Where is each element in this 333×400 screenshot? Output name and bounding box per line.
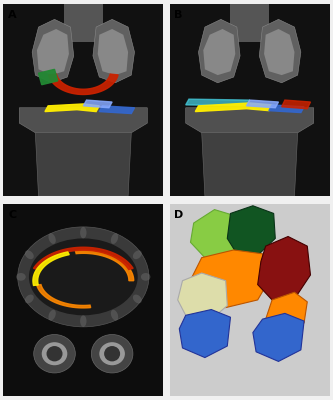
- Polygon shape: [178, 273, 227, 319]
- Polygon shape: [99, 106, 135, 114]
- Polygon shape: [93, 19, 135, 83]
- Polygon shape: [192, 250, 269, 308]
- Polygon shape: [45, 104, 99, 112]
- Ellipse shape: [49, 310, 56, 320]
- Ellipse shape: [16, 273, 26, 281]
- Ellipse shape: [25, 294, 34, 303]
- Polygon shape: [37, 284, 91, 308]
- Polygon shape: [269, 105, 304, 112]
- Polygon shape: [64, 4, 103, 42]
- Polygon shape: [282, 100, 310, 109]
- Ellipse shape: [99, 342, 125, 365]
- Polygon shape: [34, 247, 133, 270]
- Polygon shape: [253, 313, 304, 362]
- Ellipse shape: [133, 250, 142, 259]
- Polygon shape: [186, 99, 250, 106]
- Polygon shape: [246, 100, 278, 108]
- Polygon shape: [195, 103, 272, 112]
- Polygon shape: [203, 29, 235, 75]
- Text: B: B: [174, 10, 183, 20]
- Polygon shape: [49, 74, 118, 94]
- Ellipse shape: [111, 310, 118, 320]
- Polygon shape: [76, 250, 134, 281]
- Polygon shape: [259, 19, 301, 83]
- Polygon shape: [179, 310, 230, 358]
- Ellipse shape: [133, 294, 142, 303]
- Ellipse shape: [141, 273, 151, 281]
- Ellipse shape: [49, 233, 56, 244]
- Polygon shape: [19, 108, 147, 133]
- Polygon shape: [32, 19, 74, 83]
- Polygon shape: [264, 29, 294, 75]
- Polygon shape: [186, 108, 314, 133]
- Polygon shape: [39, 69, 58, 85]
- Polygon shape: [227, 206, 275, 254]
- Text: D: D: [174, 210, 184, 220]
- Ellipse shape: [111, 233, 118, 244]
- Polygon shape: [230, 4, 269, 42]
- Polygon shape: [83, 100, 112, 108]
- Polygon shape: [266, 292, 307, 331]
- Ellipse shape: [80, 227, 87, 238]
- Ellipse shape: [80, 315, 87, 327]
- Ellipse shape: [25, 250, 34, 259]
- Text: C: C: [8, 210, 16, 220]
- Polygon shape: [35, 133, 131, 196]
- Polygon shape: [98, 29, 128, 75]
- Ellipse shape: [18, 227, 149, 327]
- Polygon shape: [37, 29, 69, 75]
- Ellipse shape: [47, 346, 63, 362]
- Polygon shape: [202, 133, 298, 196]
- Polygon shape: [198, 19, 240, 83]
- Text: A: A: [8, 10, 17, 20]
- Ellipse shape: [91, 334, 133, 373]
- Polygon shape: [33, 252, 69, 286]
- Ellipse shape: [42, 342, 67, 365]
- Ellipse shape: [34, 334, 75, 373]
- Polygon shape: [258, 236, 310, 300]
- Polygon shape: [190, 210, 243, 258]
- Ellipse shape: [104, 346, 120, 362]
- Ellipse shape: [29, 238, 138, 315]
